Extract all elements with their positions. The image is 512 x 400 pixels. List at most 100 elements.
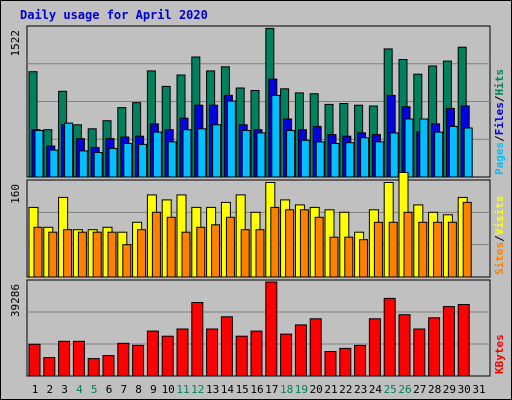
- legend-entry: Sites: [493, 242, 506, 275]
- x-tick-day-10: 10: [162, 383, 175, 396]
- bar-pages-day-15: [241, 130, 251, 178]
- bar-pages-day-10: [167, 141, 177, 178]
- bar-kbytes-day-19: [294, 324, 307, 377]
- x-tick-day-27: 27: [413, 383, 426, 396]
- bar-kbytes-day-28: [428, 317, 441, 377]
- bar-kbytes-day-7: [117, 342, 130, 377]
- bar-sites-day-21: [329, 236, 339, 278]
- x-tick-day-20: 20: [310, 383, 323, 396]
- bar-pages-day-7: [123, 143, 133, 178]
- bar-sites-day-12: [196, 226, 206, 278]
- bar-pages-day-22: [345, 142, 355, 178]
- bar-sites-day-11: [181, 231, 191, 278]
- bar-pages-day-23: [360, 137, 370, 178]
- bar-kbytes-day-8: [132, 344, 145, 377]
- x-tick-day-9: 9: [150, 383, 157, 396]
- bar-sites-day-3: [63, 229, 73, 278]
- bar-kbytes-day-9: [146, 330, 159, 377]
- bar-kbytes-day-26: [398, 314, 411, 377]
- bar-kbytes-day-24: [368, 318, 381, 377]
- x-tick-day-12: 12: [191, 383, 204, 396]
- x-tick-day-28: 28: [428, 383, 441, 396]
- bar-kbytes-day-22: [339, 347, 352, 377]
- bar-kbytes-day-14: [220, 316, 233, 377]
- bar-pages-day-26: [404, 118, 414, 178]
- x-tick-day-7: 7: [120, 383, 127, 396]
- x-tick-day-1: 1: [32, 383, 39, 396]
- x-tick-day-13: 13: [206, 383, 219, 396]
- bar-pages-day-11: [182, 129, 192, 178]
- x-tick-day-17: 17: [265, 383, 278, 396]
- bar-sites-day-30: [462, 201, 472, 278]
- bar-sites-day-29: [447, 221, 457, 278]
- bar-kbytes-day-10: [161, 335, 174, 377]
- bar-sites-day-14: [225, 216, 235, 278]
- bar-kbytes-day-29: [442, 306, 455, 377]
- bar-kbytes-day-21: [324, 351, 337, 377]
- legend-entry: Files: [493, 102, 506, 135]
- x-tick-day-6: 6: [106, 383, 113, 396]
- bar-pages-day-5: [93, 152, 103, 178]
- x-tick-day-24: 24: [369, 383, 383, 396]
- bar-pages-day-16: [256, 132, 266, 178]
- legend-entry: Hits: [493, 69, 506, 96]
- bar-pages-day-28: [434, 131, 444, 178]
- panel-legend: Sites/Visits: [493, 196, 506, 276]
- bar-kbytes-day-2: [43, 357, 56, 377]
- bar-sites-day-23: [359, 239, 369, 278]
- x-tick-day-3: 3: [61, 383, 68, 396]
- x-tick-day-22: 22: [339, 383, 352, 396]
- bar-pages-day-9: [152, 131, 162, 178]
- x-tick-day-14: 14: [221, 383, 235, 396]
- bar-kbytes-day-4: [72, 340, 85, 377]
- bar-pages-day-30: [463, 127, 473, 178]
- bar-sites-day-27: [418, 221, 428, 278]
- bar-kbytes-day-16: [250, 330, 263, 377]
- bar-sites-day-25: [388, 221, 398, 278]
- bar-sites-day-24: [373, 221, 383, 278]
- chart-title: Daily usage for April 2020: [20, 8, 208, 22]
- x-tick-day-16: 16: [250, 383, 263, 396]
- legend-entry: Visits: [493, 196, 506, 236]
- bar-kbytes-day-12: [191, 302, 204, 377]
- panel-legend: KBytes: [493, 334, 506, 374]
- bar-pages-day-6: [108, 147, 118, 178]
- bar-kbytes-day-18: [280, 333, 293, 377]
- x-tick-day-26: 26: [398, 383, 411, 396]
- bar-sites-day-8: [137, 229, 147, 278]
- bar-kbytes-day-15: [235, 335, 248, 377]
- bar-sites-day-6: [107, 231, 117, 278]
- bar-pages-day-29: [448, 125, 458, 178]
- x-tick-day-15: 15: [236, 383, 249, 396]
- bar-pages-day-12: [197, 128, 207, 178]
- bar-kbytes-day-27: [413, 328, 426, 377]
- x-tick-day-5: 5: [91, 383, 98, 396]
- bar-sites-day-18: [285, 209, 295, 278]
- legend-entry: Pages: [493, 142, 506, 175]
- legend-entry: KBytes: [493, 334, 506, 374]
- bar-sites-day-15: [240, 229, 250, 278]
- x-tick-day-19: 19: [295, 383, 308, 396]
- bar-sites-day-10: [166, 216, 176, 278]
- bar-kbytes-day-30: [457, 304, 470, 377]
- bar-sites-day-16: [255, 229, 265, 278]
- bar-pages-day-13: [212, 124, 222, 178]
- chart-panels: 1522Pages/Files/Hits160Sites/Visits39286…: [9, 25, 506, 377]
- bar-sites-day-13: [211, 224, 221, 278]
- bar-sites-day-2: [48, 231, 58, 278]
- bar-sites-day-7: [122, 244, 132, 278]
- bar-kbytes-day-25: [383, 297, 396, 377]
- bar-pages-day-19: [300, 139, 310, 178]
- bar-sites-day-4: [77, 231, 87, 278]
- x-tick-day-23: 23: [354, 383, 367, 396]
- bar-kbytes-day-13: [206, 328, 219, 377]
- bar-pages-day-17: [271, 94, 281, 178]
- x-tick-day-30: 30: [458, 383, 471, 396]
- bar-sites-day-26: [403, 211, 413, 278]
- x-tick-day-21: 21: [324, 383, 337, 396]
- panel-max-label: 39286: [9, 284, 22, 317]
- bar-pages-day-18: [286, 130, 296, 178]
- bar-sites-day-19: [299, 209, 309, 278]
